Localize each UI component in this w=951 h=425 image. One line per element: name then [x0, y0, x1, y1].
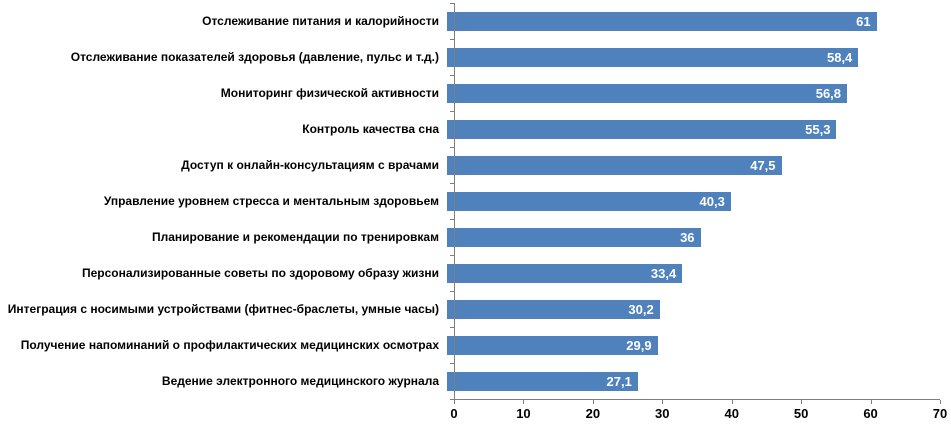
value-label: 56,8: [815, 85, 842, 101]
y-axis-tick: [450, 111, 454, 112]
x-axis-tick: [454, 400, 455, 404]
chart-row: Ведение электронного медицинского журнал…: [0, 363, 951, 399]
category-label-text: Отслеживание питания и калорийности: [202, 14, 439, 28]
category-label-text: Отслеживание показателей здоровья (давле…: [70, 50, 439, 64]
category-label: Персонализированные советы по здоровому …: [0, 266, 447, 280]
y-axis-tick: [450, 327, 454, 328]
chart-row: Получение напоминаний о профилактических…: [0, 327, 951, 363]
y-axis-tick: [450, 75, 454, 76]
bar: 61: [447, 11, 877, 31]
category-label-text: Персонализированные советы по здоровому …: [81, 266, 439, 280]
category-label: Контроль качества сна: [0, 122, 447, 136]
bar: 27,1: [447, 371, 638, 391]
y-axis-tick: [450, 255, 454, 256]
y-axis-tick: [450, 219, 454, 220]
x-axis-tick-label: 40: [724, 406, 739, 421]
x-axis-tick-label: 30: [655, 406, 670, 421]
value-label: 36: [680, 229, 695, 245]
bar-track: 56,8: [447, 75, 940, 111]
bar: 29,9: [447, 335, 658, 355]
y-axis-tick: [450, 183, 454, 184]
bar: 33,4: [447, 263, 683, 283]
chart-plot-area: Отслеживание питания и калорийности 61 Отс…: [0, 3, 951, 399]
category-label: Интеграция с носимыми устройствами (фитн…: [0, 302, 447, 316]
category-label-text: Ведение электронного медицинского журнал…: [161, 374, 439, 388]
bar: 36: [447, 227, 701, 247]
bar-track: 33,4: [447, 255, 940, 291]
value-label: 55,3: [805, 121, 831, 137]
value-label: 61: [856, 13, 871, 29]
x-axis-tick: [940, 400, 941, 404]
chart-row: Отслеживание питания и калорийности 61: [0, 3, 951, 39]
bar-track: 30,2: [447, 291, 940, 327]
bar: 55,3: [447, 119, 837, 139]
category-label: Планирование и рекомендации по тренировк…: [0, 230, 447, 244]
bar: 56,8: [447, 83, 848, 103]
x-axis-tick-label: 0: [450, 406, 458, 421]
value-label: 47,5: [750, 157, 776, 173]
category-label-text: Доступ к онлайн-консультациям с врачами: [181, 158, 439, 172]
x-axis-tick-label: 50: [793, 406, 809, 421]
chart-row: Управление уровнем стресса и ментальным …: [0, 183, 951, 219]
value-label: 27,1: [606, 373, 632, 389]
bar-track: 58,4: [447, 39, 940, 75]
category-label-text: Интеграция с носимыми устройствами (фитн…: [7, 302, 439, 316]
category-label-text: Планирование и рекомендации по тренировк…: [151, 230, 439, 244]
x-axis-tick-label: 70: [932, 406, 948, 421]
chart-row: Отслеживание показателей здоровья (давле…: [0, 39, 951, 75]
bar-track: 36: [447, 219, 940, 255]
chart-row: Контроль качества сна 55,3: [0, 111, 951, 147]
y-axis-tick: [450, 399, 454, 400]
x-axis-tick: [731, 400, 733, 404]
category-label: Отслеживание питания и калорийности: [0, 14, 447, 28]
value-axis-line: [454, 399, 940, 400]
x-axis-tick: [592, 400, 594, 404]
bar-track: 61: [447, 3, 940, 39]
category-label-text: Контроль качества сна: [302, 122, 439, 136]
x-axis-tick: [870, 400, 872, 404]
y-axis-tick: [450, 3, 454, 4]
bar-track: 40,3: [447, 183, 940, 219]
category-label: Отслеживание показателей здоровья (давле…: [0, 50, 447, 64]
bar: 40,3: [447, 191, 731, 211]
value-label: 29,9: [626, 337, 652, 353]
category-label-text: Управление уровнем стресса и ментальным …: [103, 194, 439, 208]
bar-track: 55,3: [447, 111, 940, 147]
category-label: Управление уровнем стресса и ментальным …: [0, 194, 447, 208]
chart-row: Интеграция с носимыми устройствами (фитн…: [0, 291, 951, 327]
bar: 58,4: [447, 47, 859, 67]
bar-track: 27,1: [447, 363, 940, 399]
category-label: Мониторинг физической активности: [0, 86, 447, 100]
category-label-text: Получение напоминаний о профилактических…: [20, 338, 439, 352]
chart-row: Доступ к онлайн-консультациям с врачами 4…: [0, 147, 951, 183]
y-axis-tick: [450, 363, 454, 364]
x-axis-tick-label: 10: [516, 406, 531, 421]
y-axis-tick: [450, 291, 454, 292]
chart-row: Мониторинг физической активности 56,8: [0, 75, 951, 111]
value-label: 58,4: [826, 49, 853, 65]
category-label: Ведение электронного медицинского журнал…: [0, 374, 447, 388]
x-axis-tick-label: 60: [863, 406, 878, 421]
value-label: 33,4: [650, 265, 677, 281]
category-label: Получение напоминаний о профилактических…: [0, 338, 447, 352]
x-axis-tick: [801, 400, 803, 404]
y-axis-tick: [450, 39, 454, 40]
x-axis-tick-label: 20: [585, 406, 601, 421]
chart-row: Планирование и рекомендации по тренировк…: [0, 219, 951, 255]
bar: 30,2: [447, 299, 660, 319]
category-axis-line: [450, 3, 455, 400]
y-axis-tick: [450, 147, 454, 148]
x-axis-tick: [523, 400, 525, 404]
bar: 47,5: [447, 155, 782, 175]
category-label-text: Мониторинг физической активности: [220, 86, 439, 100]
bar-track: 47,5: [447, 147, 940, 183]
value-label: 40,3: [699, 193, 725, 209]
category-label: Доступ к онлайн-консультациям с врачами: [0, 158, 447, 172]
value-label: 30,2: [628, 301, 654, 317]
x-axis-tick: [662, 400, 664, 404]
value-axis: 0 10 20 30 40 50 60 70: [450, 399, 947, 425]
bar-track: 29,9: [447, 327, 940, 363]
chart-row: Персонализированные советы по здоровому …: [0, 255, 951, 291]
